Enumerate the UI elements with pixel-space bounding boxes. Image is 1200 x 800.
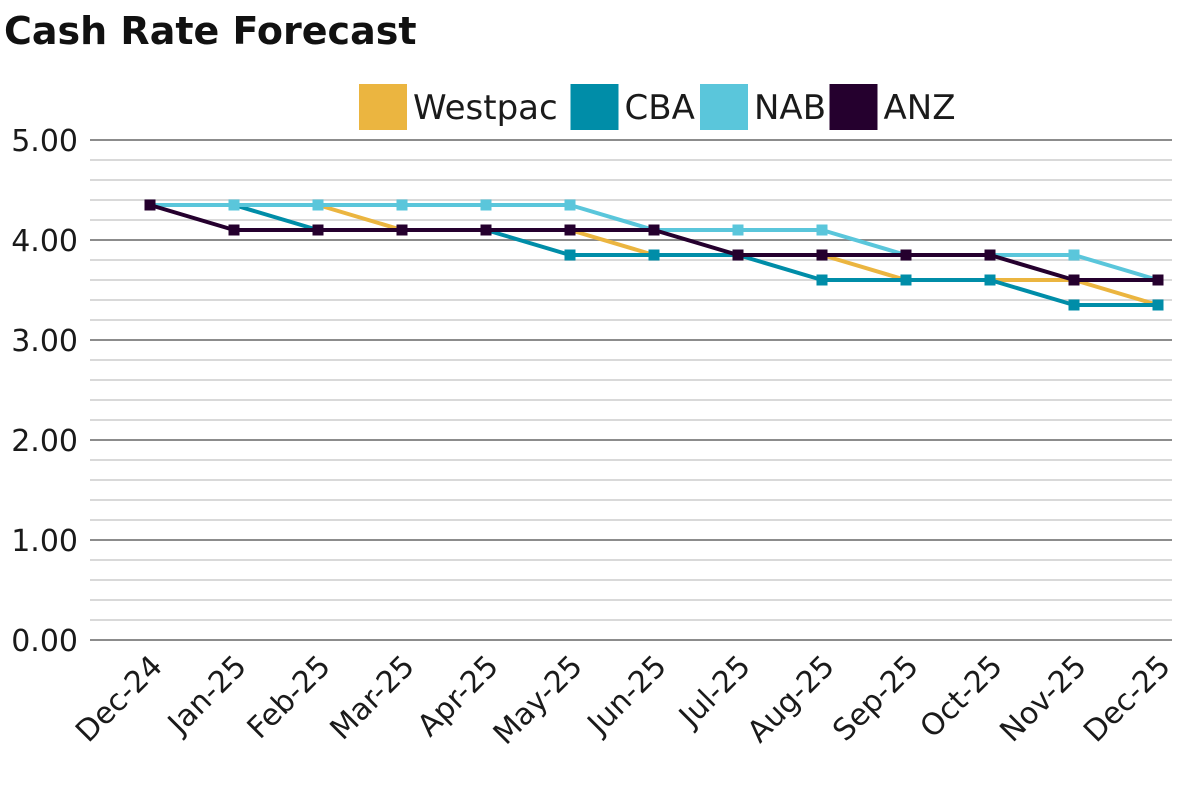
series-lines xyxy=(144,199,1164,311)
legend-item-cba: CBA xyxy=(570,84,695,130)
data-point xyxy=(396,224,408,236)
data-point xyxy=(648,224,660,236)
y-tick-label: 1.00 xyxy=(11,524,78,559)
x-tick-label: Mar-25 xyxy=(324,649,422,747)
legend-label: ANZ xyxy=(884,88,956,128)
x-tick-label: Jun-25 xyxy=(580,649,674,743)
data-point xyxy=(816,249,828,261)
data-point xyxy=(1068,249,1080,261)
data-point xyxy=(396,199,408,211)
x-tick-label: May-25 xyxy=(487,649,590,752)
data-point xyxy=(312,224,324,236)
x-tick-label: Oct-25 xyxy=(914,649,1010,745)
y-tick-label: 0.00 xyxy=(11,624,78,659)
y-tick-label: 3.00 xyxy=(11,324,78,359)
data-point xyxy=(816,224,828,236)
series-line xyxy=(148,203,1160,282)
y-tick-label: 5.00 xyxy=(11,124,78,159)
data-point xyxy=(1152,274,1164,286)
data-point xyxy=(1152,299,1164,311)
data-point xyxy=(564,224,576,236)
data-point xyxy=(900,249,912,261)
data-point xyxy=(732,224,744,236)
legend-swatch xyxy=(700,84,748,130)
x-tick-label: Dec-25 xyxy=(1077,649,1177,749)
data-point xyxy=(312,199,324,211)
legend-item-nab: NAB xyxy=(700,84,826,130)
legend-label: NAB xyxy=(754,88,826,128)
x-tick-label: Aug-25 xyxy=(741,649,842,750)
x-tick-label: Nov-25 xyxy=(993,649,1093,749)
x-tick-label: Dec-24 xyxy=(69,649,169,749)
series-line xyxy=(148,203,1160,282)
chart-title: Cash Rate Forecast xyxy=(4,9,417,53)
legend: Westpac CBA NAB ANZ xyxy=(359,84,955,130)
data-point xyxy=(816,274,828,286)
data-point xyxy=(480,199,492,211)
data-point xyxy=(900,274,912,286)
y-tick-label: 2.00 xyxy=(11,424,78,459)
legend-label: Westpac xyxy=(413,88,558,128)
x-tick-label: Feb-25 xyxy=(241,649,338,746)
y-tick-label: 4.00 xyxy=(11,224,78,259)
y-axis-ticks: 0.00 1.00 2.00 3.00 4.00 5.00 xyxy=(11,124,78,659)
data-point xyxy=(984,274,996,286)
data-point xyxy=(648,249,660,261)
data-point xyxy=(228,199,240,211)
gridlines xyxy=(90,139,1172,641)
x-axis-ticks: Dec-24Jan-25Feb-25Mar-25Apr-25May-25Jun-… xyxy=(69,649,1177,752)
legend-swatch xyxy=(829,84,878,130)
x-tick-label: Jan-25 xyxy=(160,649,254,743)
data-point xyxy=(564,199,576,211)
legend-item-anz: ANZ xyxy=(829,84,956,130)
data-point xyxy=(1068,274,1080,286)
data-point xyxy=(144,199,156,211)
legend-swatch xyxy=(359,84,407,130)
series-anz xyxy=(144,199,1164,286)
x-tick-label: Sep-25 xyxy=(826,649,925,748)
data-point xyxy=(732,249,744,261)
legend-label: CBA xyxy=(625,88,695,128)
data-point xyxy=(1068,299,1080,311)
data-point xyxy=(228,224,240,236)
data-point xyxy=(984,249,996,261)
legend-swatch xyxy=(570,84,619,130)
series-nab xyxy=(144,199,1164,286)
data-point xyxy=(564,249,576,261)
legend-item-westpac: Westpac xyxy=(359,84,558,130)
data-point xyxy=(480,224,492,236)
